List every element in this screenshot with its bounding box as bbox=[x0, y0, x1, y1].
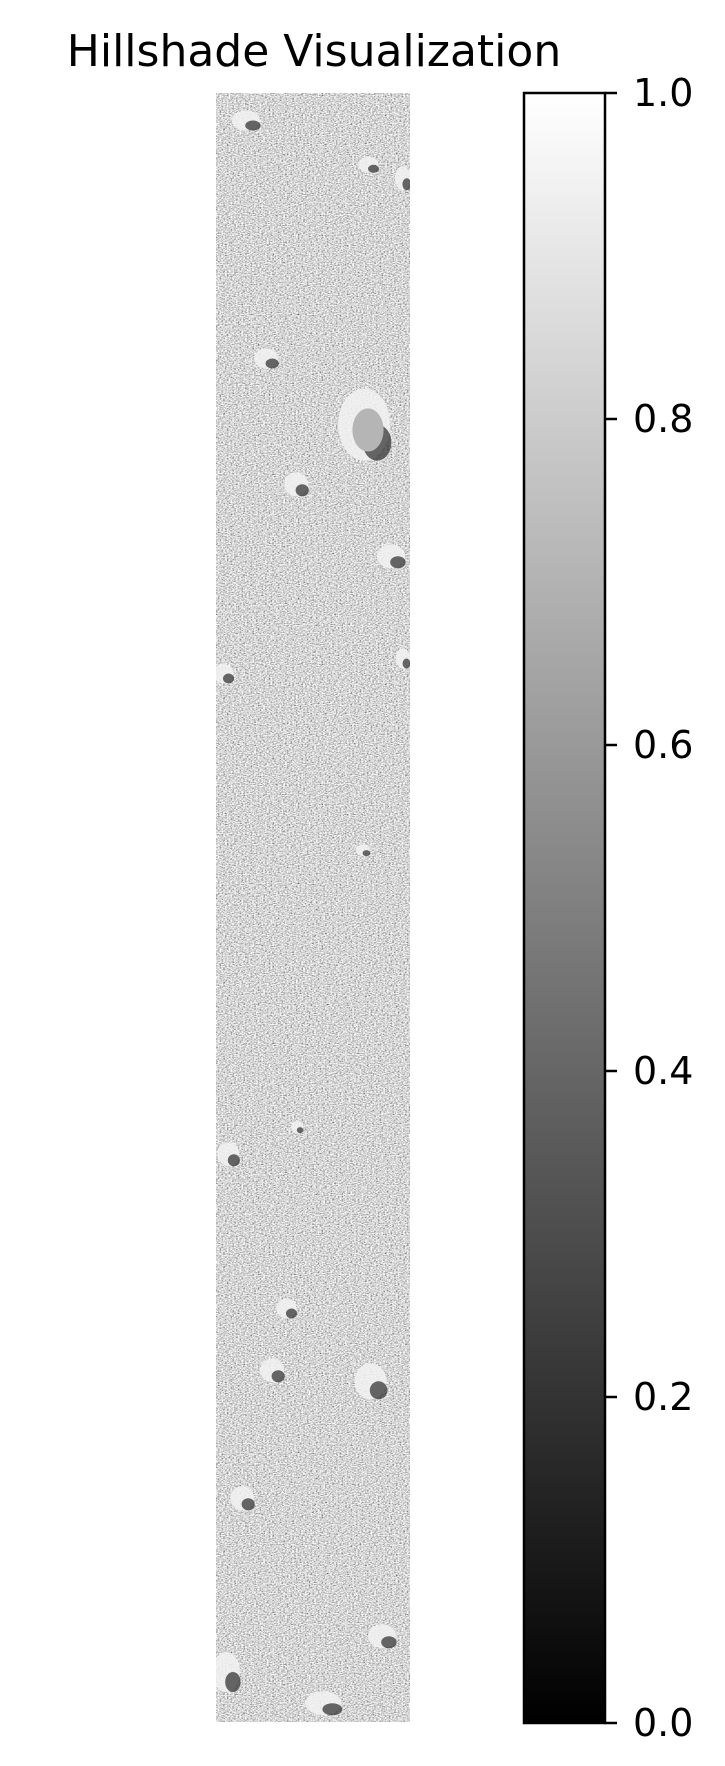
terrain-feature-core bbox=[352, 408, 384, 452]
terrain-feature-shadow bbox=[390, 556, 406, 569]
terrain-feature-shadow bbox=[322, 1703, 343, 1716]
colorbar-tick-label: 0.8 bbox=[633, 397, 693, 441]
terrain-feature-shadow bbox=[265, 358, 279, 369]
terrain-feature-shadow bbox=[368, 164, 379, 173]
terrain-feature-shadow bbox=[225, 1672, 241, 1692]
hillshade-texture bbox=[216, 93, 410, 1722]
hillshade-features bbox=[216, 110, 410, 1716]
terrain-feature-shadow bbox=[362, 850, 371, 857]
terrain-feature-shadow bbox=[286, 1308, 297, 1319]
terrain-feature-shadow bbox=[402, 658, 410, 669]
terrain-feature-shadow bbox=[296, 1127, 304, 1134]
terrain-feature-shadow bbox=[245, 120, 261, 131]
terrain-feature-shadow bbox=[223, 673, 234, 684]
terrain-feature-shadow bbox=[369, 1381, 388, 1400]
colorbar-tick-label: 0.4 bbox=[633, 1049, 693, 1093]
colorbar-gradient bbox=[522, 91, 607, 1725]
colorbar: 0.0 0.2 0.4 0.6 0.8 1.0 bbox=[522, 71, 693, 1745]
chart-title: Hillshade Visualization bbox=[67, 26, 561, 77]
terrain-feature-shadow bbox=[241, 1498, 255, 1511]
terrain-feature-shadow bbox=[402, 178, 410, 191]
colorbar-tick-label: 0.0 bbox=[633, 1701, 693, 1745]
terrain-feature-shadow bbox=[271, 1370, 285, 1383]
terrain-feature-shadow bbox=[295, 484, 309, 497]
colorbar-tick-label: 0.2 bbox=[633, 1375, 693, 1419]
colorbar-ticks: 0.0 0.2 0.4 0.6 0.8 1.0 bbox=[605, 71, 693, 1745]
colorbar-tick-label: 0.6 bbox=[633, 723, 693, 767]
colorbar-tick-label: 1.0 bbox=[633, 71, 693, 115]
terrain-feature-shadow bbox=[227, 1154, 240, 1167]
hillshade-image bbox=[216, 93, 410, 1722]
terrain-feature-shadow bbox=[381, 1636, 397, 1649]
